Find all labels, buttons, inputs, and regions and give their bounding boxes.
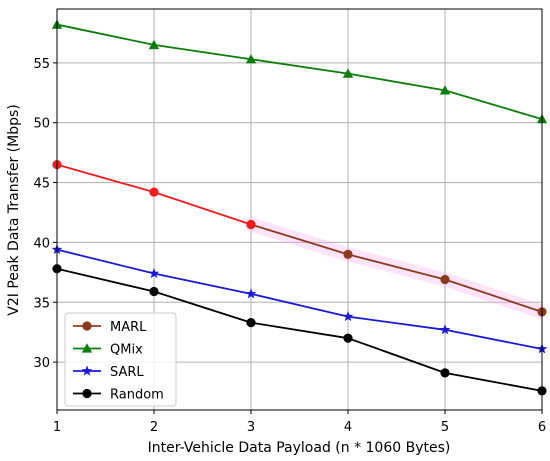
data-point — [82, 321, 92, 331]
x-tick-label: 1 — [53, 420, 61, 435]
x-tick-label: 3 — [247, 420, 255, 435]
data-point — [440, 368, 450, 378]
data-point — [246, 219, 256, 230]
series-segment — [56, 248, 155, 275]
y-tick-label: 30 — [33, 356, 50, 371]
y-axis-label: V2I Peak Data Transfer (Mbps) — [6, 104, 22, 315]
series-segment — [444, 328, 543, 350]
legend-item-random: Random — [73, 388, 164, 403]
data-point — [82, 388, 92, 399]
data-point — [246, 318, 256, 328]
data-point — [148, 267, 160, 279]
x-tick-label: 2 — [150, 420, 158, 435]
x-tick-label: 4 — [344, 420, 352, 435]
series-segment — [153, 290, 252, 324]
data-point — [81, 365, 93, 376]
data-point — [439, 324, 451, 335]
y-axis-ticks: 30 35 40 45 50 55 — [33, 57, 57, 371]
series-random — [52, 264, 547, 396]
data-point — [245, 54, 257, 64]
legend-item-qmix: QMix — [73, 343, 143, 358]
y-tick-label: 45 — [33, 177, 50, 192]
gridlines — [56, 9, 543, 410]
series-segment — [250, 321, 349, 340]
data-point — [149, 286, 159, 297]
x-axis-ticks: 1 2 3 4 5 6 — [53, 410, 546, 435]
legend-box — [64, 312, 177, 407]
series-segment — [250, 223, 349, 256]
data-point — [343, 333, 353, 343]
series-segment — [250, 58, 349, 75]
y-tick-label: 55 — [33, 57, 50, 72]
legend: MARL QMix SARL Random — [64, 312, 177, 407]
series-segment — [347, 337, 446, 374]
series-segment — [56, 163, 155, 194]
y-tick-label: 40 — [33, 236, 50, 251]
series-segment — [153, 272, 252, 295]
data-point — [342, 68, 354, 78]
series-segment — [444, 372, 543, 392]
data-point — [439, 85, 451, 95]
series-segment — [153, 191, 252, 226]
y-tick-label: 50 — [33, 117, 50, 132]
series-segment — [347, 253, 446, 281]
x-axis-label: Inter-Vehicle Data Payload (n * 1060 Byt… — [148, 440, 451, 456]
series-segment — [250, 293, 349, 318]
series-segment — [153, 44, 252, 61]
x-tick-label: 5 — [441, 420, 449, 435]
plot-frame — [56, 8, 543, 411]
series-segment — [444, 278, 543, 313]
series-lines — [51, 19, 548, 396]
data-point — [342, 311, 354, 322]
series-segment — [56, 23, 155, 46]
legend-item-marl: MARL — [73, 320, 147, 335]
legend-label: SARL — [110, 365, 144, 380]
x-tick-label: 6 — [538, 420, 546, 435]
series-sarl — [51, 244, 548, 354]
legend-label: QMix — [110, 343, 143, 358]
data-point — [343, 249, 353, 259]
y-tick-label: 35 — [33, 296, 50, 311]
data-point — [440, 274, 450, 285]
legend-label: Random — [110, 388, 164, 403]
series-segment — [56, 267, 155, 293]
data-point — [245, 288, 257, 299]
series-marl — [52, 160, 547, 317]
legend-item-sarl: SARL — [73, 365, 144, 380]
legend-label: MARL — [110, 320, 147, 335]
data-point — [81, 343, 93, 353]
series-segment — [347, 315, 446, 331]
data-point — [149, 187, 159, 197]
series-segment — [347, 72, 446, 92]
series-segment — [444, 89, 543, 120]
data-point — [148, 39, 160, 50]
